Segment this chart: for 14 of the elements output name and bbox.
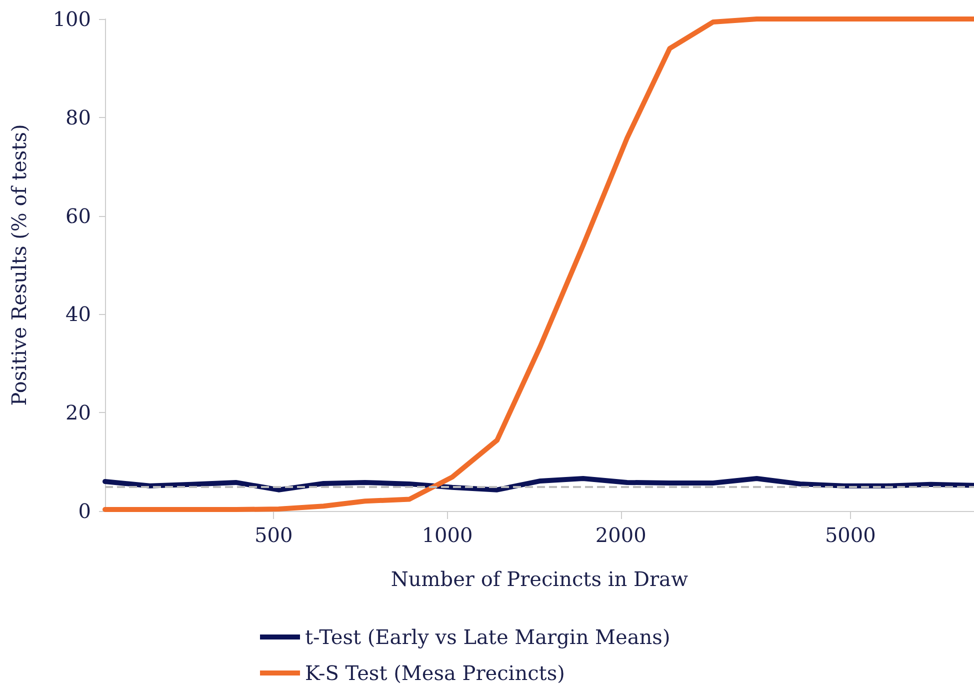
x-axis-title: Number of Precincts in Draw — [390, 567, 688, 591]
y-tick-label: 20 — [66, 400, 91, 425]
x-tick-label: 1000 — [422, 523, 473, 547]
y-axis-title: Positive Results (% of tests) — [7, 124, 31, 406]
legend-label: t-Test (Early vs Late Margin Means) — [305, 625, 670, 649]
x-tick-label: 2000 — [595, 523, 646, 547]
x-tick-label: 5000 — [824, 523, 876, 547]
y-tick-label: 60 — [66, 204, 91, 228]
y-tick-label: 100 — [52, 7, 91, 31]
legend-label: K-S Test (Mesa Precincts) — [305, 661, 565, 685]
x-tick-label: 500 — [254, 523, 293, 547]
y-tick-label: 80 — [66, 105, 91, 130]
y-tick-label: 40 — [66, 302, 91, 326]
y-tick-label: 0 — [78, 499, 91, 523]
